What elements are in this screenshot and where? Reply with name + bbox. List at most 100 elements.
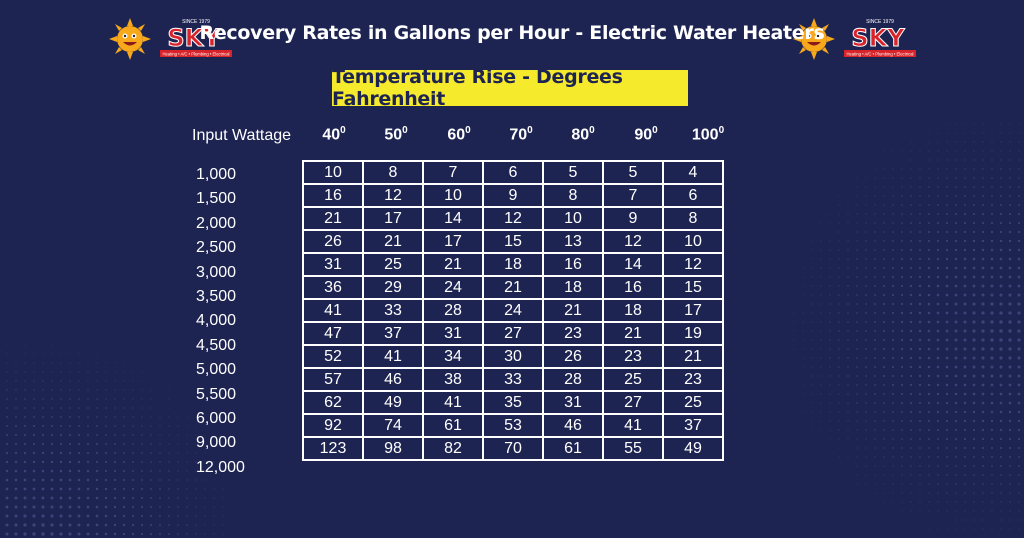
table-cell: 14 bbox=[423, 207, 483, 230]
table-cell: 15 bbox=[483, 230, 543, 253]
table-row: 21 17 14 12 10 9 8 bbox=[303, 207, 723, 230]
table-cell: 18 bbox=[483, 253, 543, 276]
table-cell: 34 bbox=[423, 345, 483, 368]
table-cell: 26 bbox=[543, 345, 603, 368]
table-row: 16 12 10 9 8 7 6 bbox=[303, 184, 723, 207]
table-cell: 41 bbox=[423, 391, 483, 414]
table-cell: 57 bbox=[303, 368, 363, 391]
table-cell: 28 bbox=[543, 368, 603, 391]
table-cell: 21 bbox=[603, 322, 663, 345]
row-label-wattage: 4,500 bbox=[196, 334, 286, 358]
table-row: 47 37 31 27 23 21 19 bbox=[303, 322, 723, 345]
table-row: 26 21 17 15 13 12 10 bbox=[303, 230, 723, 253]
table-cell: 21 bbox=[363, 230, 423, 253]
table-cell: 17 bbox=[663, 299, 723, 322]
column-header-60: 600 bbox=[428, 125, 490, 144]
table-cell: 23 bbox=[663, 368, 723, 391]
table-cell: 49 bbox=[363, 391, 423, 414]
table-cell: 61 bbox=[423, 414, 483, 437]
table-cell: 21 bbox=[303, 207, 363, 230]
table-cell: 9 bbox=[483, 184, 543, 207]
table-cell: 25 bbox=[603, 368, 663, 391]
table-cell: 21 bbox=[423, 253, 483, 276]
table-cell: 13 bbox=[543, 230, 603, 253]
table-cell: 28 bbox=[423, 299, 483, 322]
table-row: 36 29 24 21 18 16 15 bbox=[303, 276, 723, 299]
table-cell: 12 bbox=[603, 230, 663, 253]
table-cell: 53 bbox=[483, 414, 543, 437]
table-cell: 37 bbox=[663, 414, 723, 437]
table-cell: 30 bbox=[483, 345, 543, 368]
table-cell: 10 bbox=[423, 184, 483, 207]
row-label-wattage: 6,000 bbox=[196, 407, 286, 431]
table-cell: 52 bbox=[303, 345, 363, 368]
table-cell: 10 bbox=[303, 161, 363, 184]
table-cell: 29 bbox=[363, 276, 423, 299]
table-cell: 27 bbox=[483, 322, 543, 345]
table-cell: 46 bbox=[543, 414, 603, 437]
table-cell: 26 bbox=[303, 230, 363, 253]
table-cell: 123 bbox=[303, 437, 363, 460]
table-cell: 5 bbox=[543, 161, 603, 184]
table-row: 92 74 61 53 46 41 37 bbox=[303, 414, 723, 437]
table-cell: 17 bbox=[423, 230, 483, 253]
table-cell: 7 bbox=[603, 184, 663, 207]
table-cell: 16 bbox=[303, 184, 363, 207]
table-cell: 12 bbox=[363, 184, 423, 207]
table-cell: 18 bbox=[543, 276, 603, 299]
table-cell: 12 bbox=[663, 253, 723, 276]
row-label-wattage: 1,500 bbox=[196, 187, 286, 211]
table-cell: 25 bbox=[363, 253, 423, 276]
logo-tagline-text: Heating • A/C • Plumbing • Electrical bbox=[846, 52, 913, 57]
row-label-wattage: 2,000 bbox=[196, 212, 286, 236]
table-cell: 61 bbox=[543, 437, 603, 460]
table-cell: 46 bbox=[363, 368, 423, 391]
table-cell: 21 bbox=[543, 299, 603, 322]
column-header-50: 500 bbox=[365, 125, 427, 144]
column-header-80: 800 bbox=[552, 125, 614, 144]
table-cell: 21 bbox=[483, 276, 543, 299]
table-cell: 16 bbox=[543, 253, 603, 276]
table-cell: 49 bbox=[663, 437, 723, 460]
table-cell: 33 bbox=[483, 368, 543, 391]
row-label-wattage: 5,500 bbox=[196, 383, 286, 407]
table-row: 123 98 82 70 61 55 49 bbox=[303, 437, 723, 460]
page-title: Recovery Rates in Gallons per Hour - Ele… bbox=[0, 22, 1024, 44]
logo-tagline-text: Heating • A/C • Plumbing • Electrical bbox=[162, 52, 229, 57]
table-cell: 10 bbox=[543, 207, 603, 230]
row-label-wattage: 4,000 bbox=[196, 309, 286, 333]
table-cell: 10 bbox=[663, 230, 723, 253]
table-cell: 41 bbox=[303, 299, 363, 322]
table-row: 10 8 7 6 5 5 4 bbox=[303, 161, 723, 184]
table-cell: 9 bbox=[603, 207, 663, 230]
row-label-wattage: 5,000 bbox=[196, 358, 286, 382]
table-cell: 18 bbox=[603, 299, 663, 322]
table-cell: 15 bbox=[663, 276, 723, 299]
table-cell: 6 bbox=[483, 161, 543, 184]
table-cell: 8 bbox=[363, 161, 423, 184]
table-cell: 74 bbox=[363, 414, 423, 437]
table-cell: 36 bbox=[303, 276, 363, 299]
table-cell: 21 bbox=[663, 345, 723, 368]
table-row: 57 46 38 33 28 25 23 bbox=[303, 368, 723, 391]
row-label-wattage: 2,500 bbox=[196, 236, 286, 260]
table-cell: 41 bbox=[363, 345, 423, 368]
table-cell: 31 bbox=[303, 253, 363, 276]
table-cell: 8 bbox=[663, 207, 723, 230]
row-label-wattage: 1,000 bbox=[196, 163, 286, 187]
table-cell: 31 bbox=[543, 391, 603, 414]
table-cell: 31 bbox=[423, 322, 483, 345]
row-label-wattage: 12,000 bbox=[196, 456, 286, 480]
table-cell: 24 bbox=[483, 299, 543, 322]
temperature-rise-banner: Temperature Rise - Degrees Fahrenheit bbox=[332, 70, 688, 106]
recovery-rate-table: 10 8 7 6 5 5 4 16 12 10 9 8 7 6 21 17 14 12 10 9 8 26 21 17 15 13… bbox=[302, 160, 724, 461]
table-row: 62 49 41 35 31 27 25 bbox=[303, 391, 723, 414]
table-cell: 35 bbox=[483, 391, 543, 414]
table-cell: 82 bbox=[423, 437, 483, 460]
table-cell: 19 bbox=[663, 322, 723, 345]
table-cell: 12 bbox=[483, 207, 543, 230]
table-cell: 4 bbox=[663, 161, 723, 184]
column-header-90: 900 bbox=[615, 125, 677, 144]
table-cell: 27 bbox=[603, 391, 663, 414]
table-cell: 14 bbox=[603, 253, 663, 276]
